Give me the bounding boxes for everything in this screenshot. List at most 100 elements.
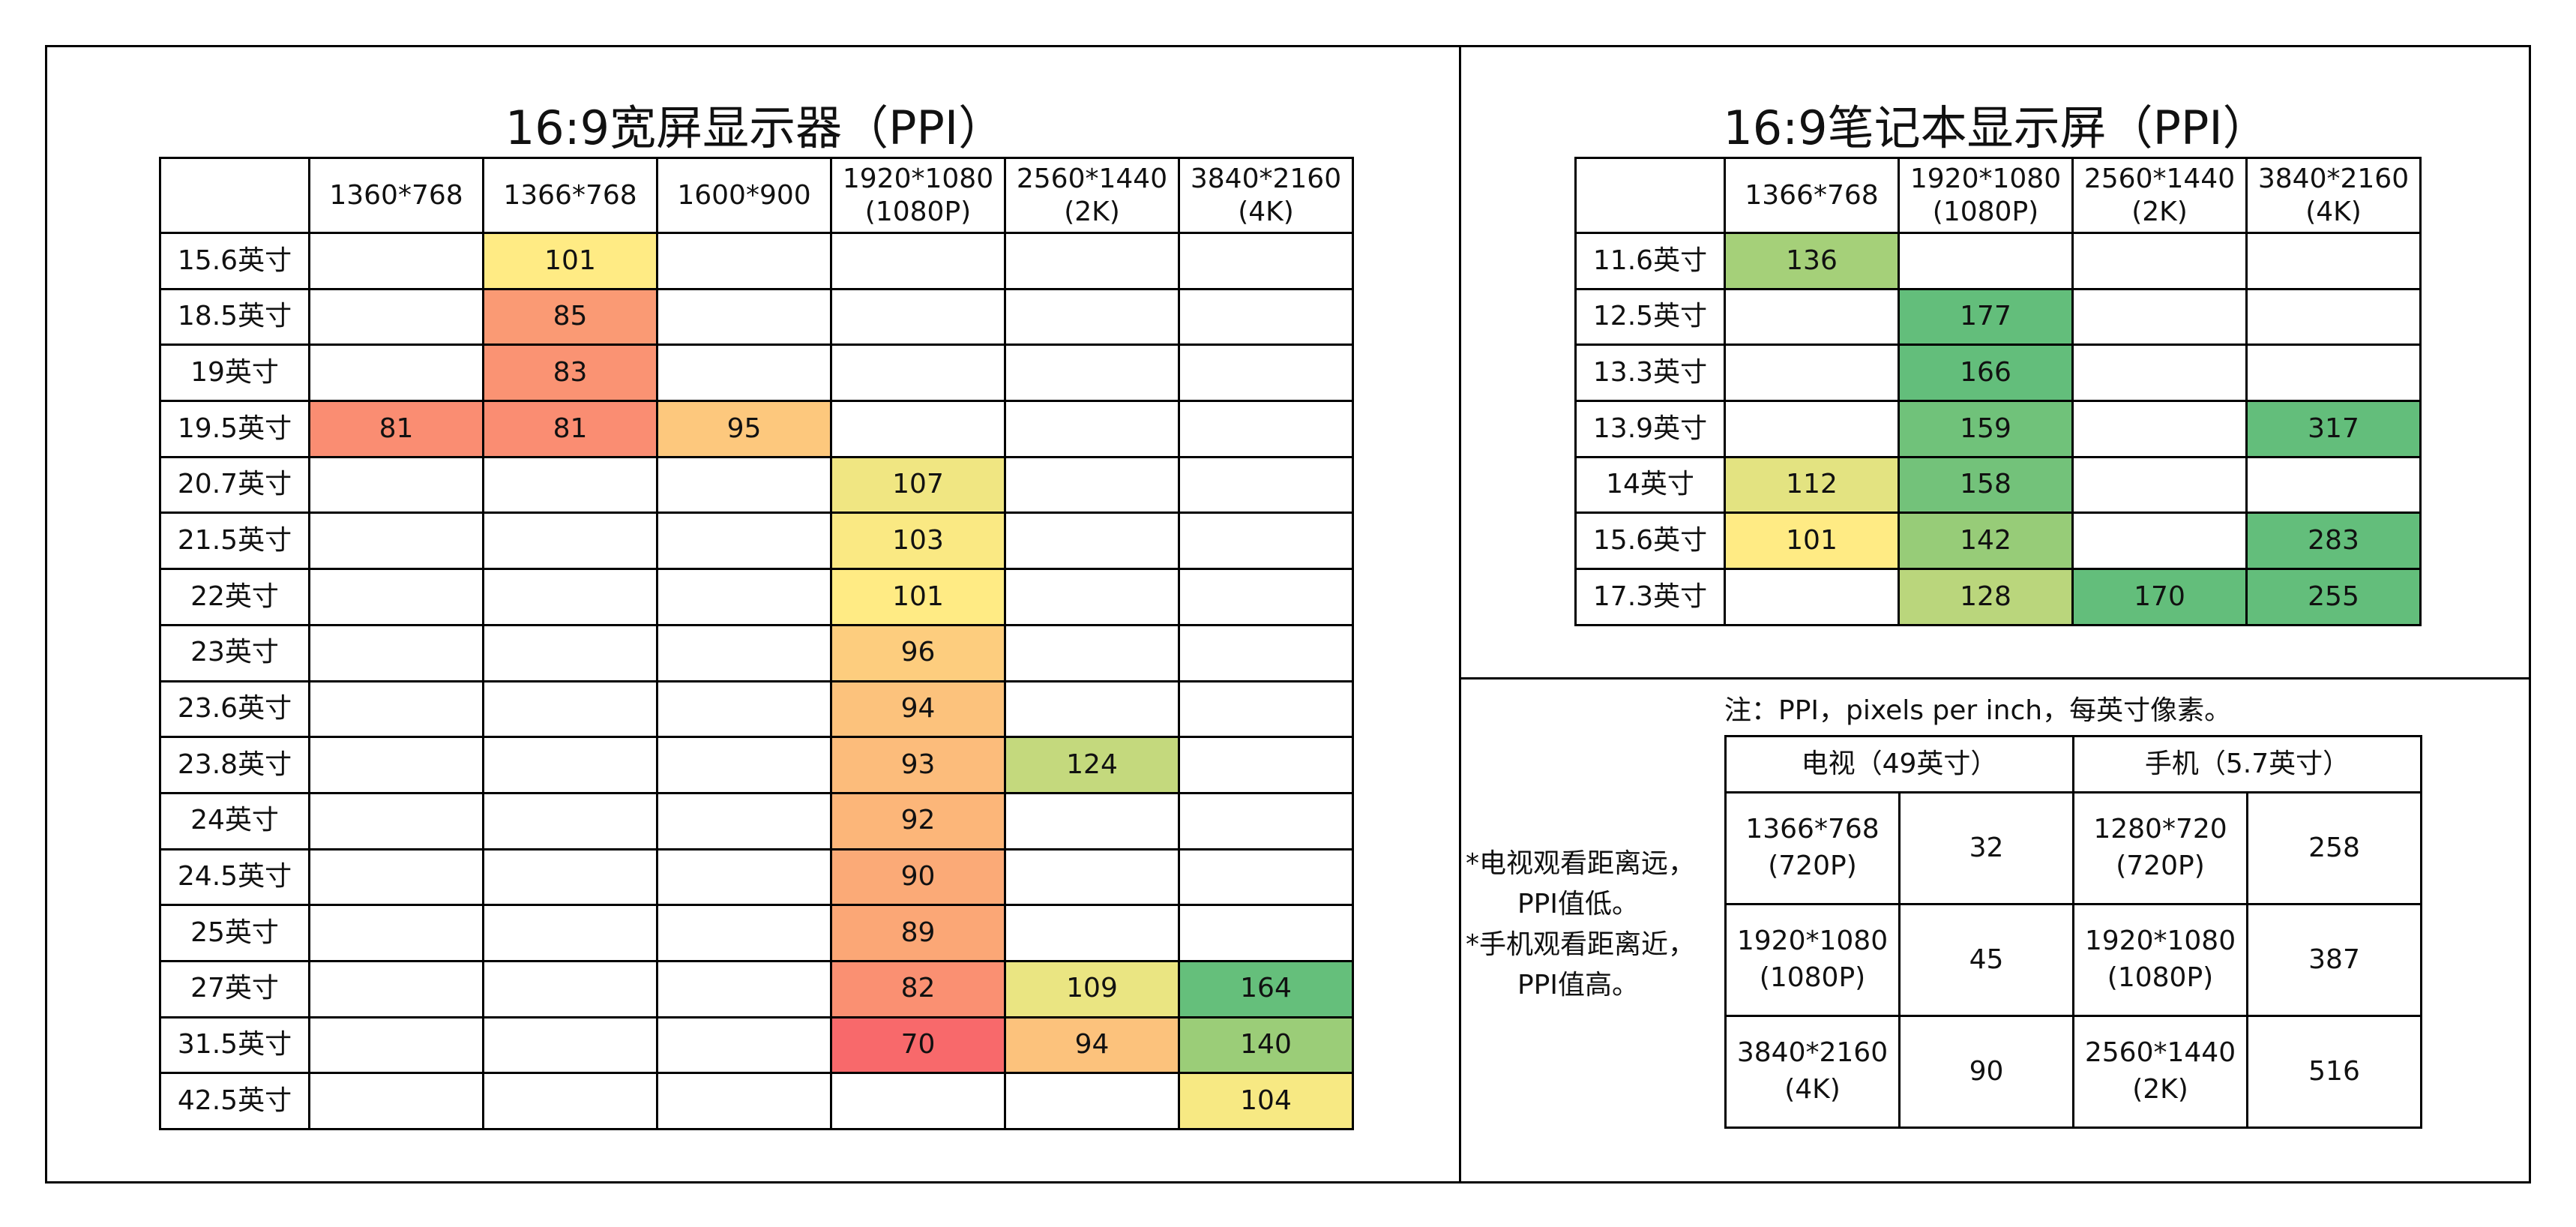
empty-cell <box>2071 400 2248 458</box>
ppi-value-cell: 158 <box>1898 455 2074 514</box>
table-row: 24.5英寸 90 <box>159 848 1354 907</box>
group-header-row: 电视（49英寸） 手机（5.7英寸） <box>1724 735 2422 794</box>
row-label: 42.5英寸 <box>159 1072 310 1130</box>
empty-cell <box>308 512 484 571</box>
phone-resolution-cell: 2560*1440 (2K) <box>2072 1015 2248 1129</box>
ppi-value-cell: 128 <box>1898 568 2074 626</box>
row-label: 15.6英寸 <box>159 232 310 290</box>
table-row: 25英寸 89 <box>159 904 1354 962</box>
empty-cell <box>482 455 658 514</box>
tv-ppi-cell: 45 <box>1898 903 2074 1017</box>
ppi-value-cell: 166 <box>1898 344 2074 403</box>
row-label: 20.7英寸 <box>159 455 310 514</box>
empty-cell <box>2071 344 2248 403</box>
empty-cell <box>482 568 658 626</box>
table-row: 42.5英寸 104 <box>159 1072 1354 1130</box>
ppi-value-cell: 92 <box>830 791 1006 850</box>
table-row: 20.7英寸 107 <box>159 455 1354 514</box>
tv-ppi-cell: 90 <box>1898 1015 2074 1129</box>
empty-cell <box>1178 736 1354 794</box>
ppi-value-cell: 101 <box>1724 512 1900 571</box>
empty-cell <box>308 623 484 682</box>
empty-cell <box>482 680 658 739</box>
column-header: 1366*768 <box>482 157 658 234</box>
row-label: 12.5英寸 <box>1574 287 1726 346</box>
empty-cell <box>656 568 832 626</box>
empty-cell <box>308 736 484 794</box>
tv-phone-table: 电视（49英寸） 手机（5.7英寸） 1366*768 (720P) 32 1280*72… <box>1724 735 2422 1129</box>
table-row: 24英寸 92 <box>159 791 1354 850</box>
empty-cell <box>482 623 658 682</box>
side-note: *电视观看距离远， PPI值低。 *手机观看距离近， PPI值高。 <box>1466 844 1696 1006</box>
ppi-value-cell: 136 <box>1724 232 1900 290</box>
empty-cell <box>1004 455 1180 514</box>
table-row: 17.3英寸 128 170 255 <box>1574 568 2422 626</box>
side-note-line: *手机观看距离近， <box>1466 929 1696 960</box>
empty-cell <box>1724 344 1900 403</box>
ppi-value-cell: 70 <box>830 1016 1006 1075</box>
empty-cell <box>830 1072 1006 1130</box>
empty-cell <box>1178 791 1354 850</box>
empty-cell <box>1178 848 1354 907</box>
empty-cell <box>1178 568 1354 626</box>
empty-cell <box>2071 287 2248 346</box>
group-header: 手机（5.7英寸） <box>2072 735 2422 794</box>
empty-cell <box>1004 680 1180 739</box>
vertical-divider <box>1459 45 1461 1184</box>
empty-cell <box>308 287 484 346</box>
empty-cell <box>656 287 832 346</box>
table-row: 27英寸 82 109 164 <box>159 959 1354 1018</box>
table-row: 22英寸 101 <box>159 568 1354 626</box>
table-row: 11.6英寸 136 <box>1574 232 2422 290</box>
empty-cell <box>482 736 658 794</box>
empty-cell <box>656 623 832 682</box>
empty-cell <box>1898 232 2074 290</box>
ppi-value-cell: 255 <box>2245 568 2422 626</box>
corner-cell <box>1574 157 1726 234</box>
empty-cell <box>308 568 484 626</box>
ppi-value-cell: 317 <box>2245 400 2422 458</box>
side-note-line: *电视观看距离远， <box>1466 848 1696 879</box>
empty-cell <box>830 287 1006 346</box>
empty-cell <box>2245 344 2422 403</box>
table-row: 1920*1080 (1080P) 45 1920*1080 (1080P) 387 <box>1724 903 2422 1017</box>
empty-cell <box>656 232 832 290</box>
empty-cell <box>308 680 484 739</box>
empty-cell <box>1004 232 1180 290</box>
empty-cell <box>656 1072 832 1130</box>
empty-cell <box>830 232 1006 290</box>
tv-resolution-cell: 1920*1080 (1080P) <box>1724 903 1901 1017</box>
ppi-value-cell: 283 <box>2245 512 2422 571</box>
empty-cell <box>656 455 832 514</box>
empty-cell <box>656 848 832 907</box>
tv-resolution-cell: 3840*2160 (4K) <box>1724 1015 1901 1129</box>
row-label: 19.5英寸 <box>159 400 310 458</box>
row-label: 23.8英寸 <box>159 736 310 794</box>
ppi-value-cell: 124 <box>1004 736 1180 794</box>
ppi-value-cell: 112 <box>1724 455 1900 514</box>
table-row: 3840*2160 (4K) 90 2560*1440 (2K) 516 <box>1724 1015 2422 1129</box>
table-row: 18.5英寸 85 <box>159 287 1354 346</box>
ppi-value-cell: 140 <box>1178 1016 1354 1075</box>
group-header: 电视（49英寸） <box>1724 735 2074 794</box>
empty-cell <box>1004 1072 1180 1130</box>
ppi-value-cell: 170 <box>2071 568 2248 626</box>
empty-cell <box>1178 400 1354 458</box>
empty-cell <box>1178 232 1354 290</box>
row-label: 15.6英寸 <box>1574 512 1726 571</box>
empty-cell <box>2071 512 2248 571</box>
row-label: 25英寸 <box>159 904 310 962</box>
ppi-value-cell: 94 <box>830 680 1006 739</box>
empty-cell <box>830 400 1006 458</box>
desktop-header-row: 1360*768 1366*768 1600*900 1920*1080 (1080P)… <box>159 157 1354 234</box>
empty-cell <box>482 1072 658 1130</box>
ppi-value-cell: 96 <box>830 623 1006 682</box>
row-label: 14英寸 <box>1574 455 1726 514</box>
empty-cell <box>1004 623 1180 682</box>
ppi-value-cell: 93 <box>830 736 1006 794</box>
row-label: 23英寸 <box>159 623 310 682</box>
desktop-ppi-table: 1360*768 1366*768 1600*900 1920*1080 (1080P)… <box>159 157 1354 1130</box>
empty-cell <box>308 232 484 290</box>
ppi-value-cell: 103 <box>830 512 1006 571</box>
empty-cell <box>482 1016 658 1075</box>
